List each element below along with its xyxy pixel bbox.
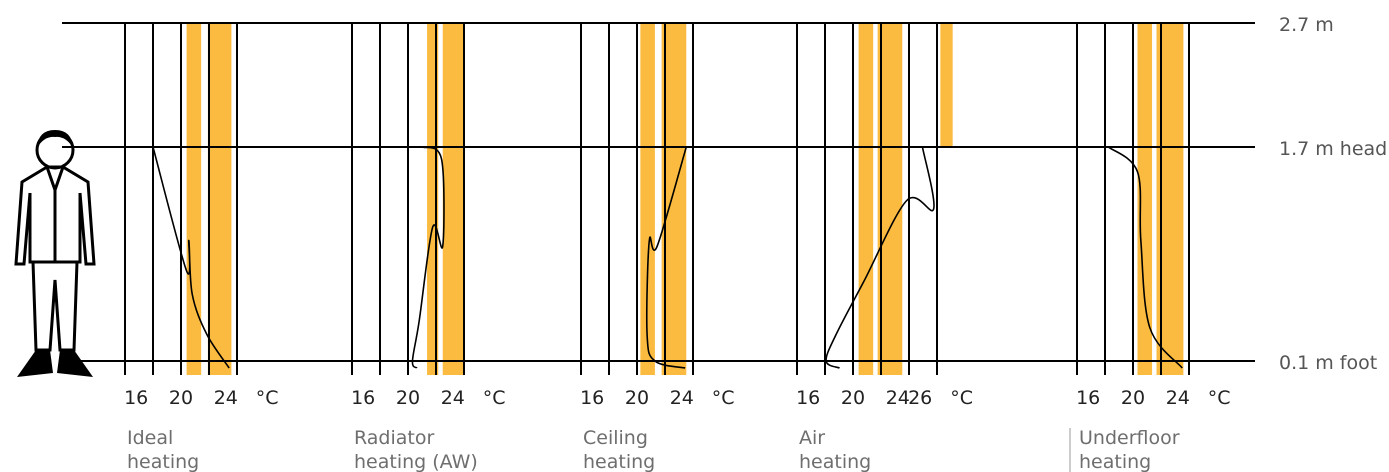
comfort-bands bbox=[186, 23, 1184, 375]
panel-caption: heating bbox=[583, 451, 655, 472]
panel-caption: Radiator bbox=[354, 427, 434, 449]
panel-caption: Air bbox=[799, 427, 825, 449]
panel-caption: heating bbox=[127, 451, 199, 472]
tick-label: 20 bbox=[1121, 387, 1145, 409]
comfort-band bbox=[858, 23, 874, 375]
comfort-band bbox=[427, 23, 439, 375]
tick-label: 16 bbox=[580, 387, 604, 409]
temperature-profile-curve bbox=[645, 146, 688, 369]
comfort-band bbox=[1137, 23, 1153, 375]
tick-label: 16 bbox=[1076, 387, 1100, 409]
unit-label: °C bbox=[950, 387, 973, 409]
tick-label: 24 bbox=[670, 387, 694, 409]
tick-label: 16 bbox=[124, 387, 148, 409]
tick-label: 24 bbox=[1166, 387, 1190, 409]
panel-caption: heating bbox=[799, 451, 871, 472]
comfort-band bbox=[207, 23, 232, 375]
comfort-band bbox=[940, 23, 953, 147]
tick-label: 20 bbox=[169, 387, 193, 409]
temperature-profile-curve bbox=[1107, 146, 1183, 369]
height-label-top: 2.7 m bbox=[1279, 14, 1334, 36]
temperature-gridlines bbox=[124, 23, 1190, 375]
tick-label: 20 bbox=[841, 387, 865, 409]
height-lines bbox=[62, 22, 1255, 362]
tick-label: 16 bbox=[351, 387, 375, 409]
tick-label: 20 bbox=[625, 387, 649, 409]
height-label-foot: 0.1 m foot bbox=[1279, 352, 1377, 374]
tick-label: 26 bbox=[908, 387, 932, 409]
tick-label: 24 bbox=[886, 387, 910, 409]
tick-label: 24 bbox=[441, 387, 465, 409]
standing-person-icon bbox=[14, 130, 96, 377]
unit-label: °C bbox=[256, 387, 279, 409]
tick-label: 16 bbox=[796, 387, 820, 409]
tick-label: 20 bbox=[396, 387, 420, 409]
height-label-head: 1.7 m head bbox=[1279, 138, 1387, 160]
tick-label: 24 bbox=[214, 387, 238, 409]
temperature-profile-curve bbox=[152, 146, 230, 369]
panel-caption: Ceiling bbox=[583, 427, 648, 449]
unit-label: °C bbox=[712, 387, 735, 409]
comfort-band bbox=[640, 23, 655, 375]
temperature-curves bbox=[152, 146, 1183, 369]
comfort-band bbox=[186, 23, 202, 375]
temperature-profile-curve bbox=[825, 146, 935, 369]
comfort-band bbox=[442, 23, 464, 375]
panel-caption: Underfloor bbox=[1079, 427, 1180, 449]
unit-label: °C bbox=[1208, 387, 1231, 409]
panel-caption: heating bbox=[1079, 451, 1151, 472]
panel-caption: Ideal bbox=[127, 427, 173, 449]
panel-caption: heating (AW) bbox=[354, 451, 478, 472]
unit-label: °C bbox=[483, 387, 506, 409]
temperature-profile-curve bbox=[411, 146, 445, 369]
